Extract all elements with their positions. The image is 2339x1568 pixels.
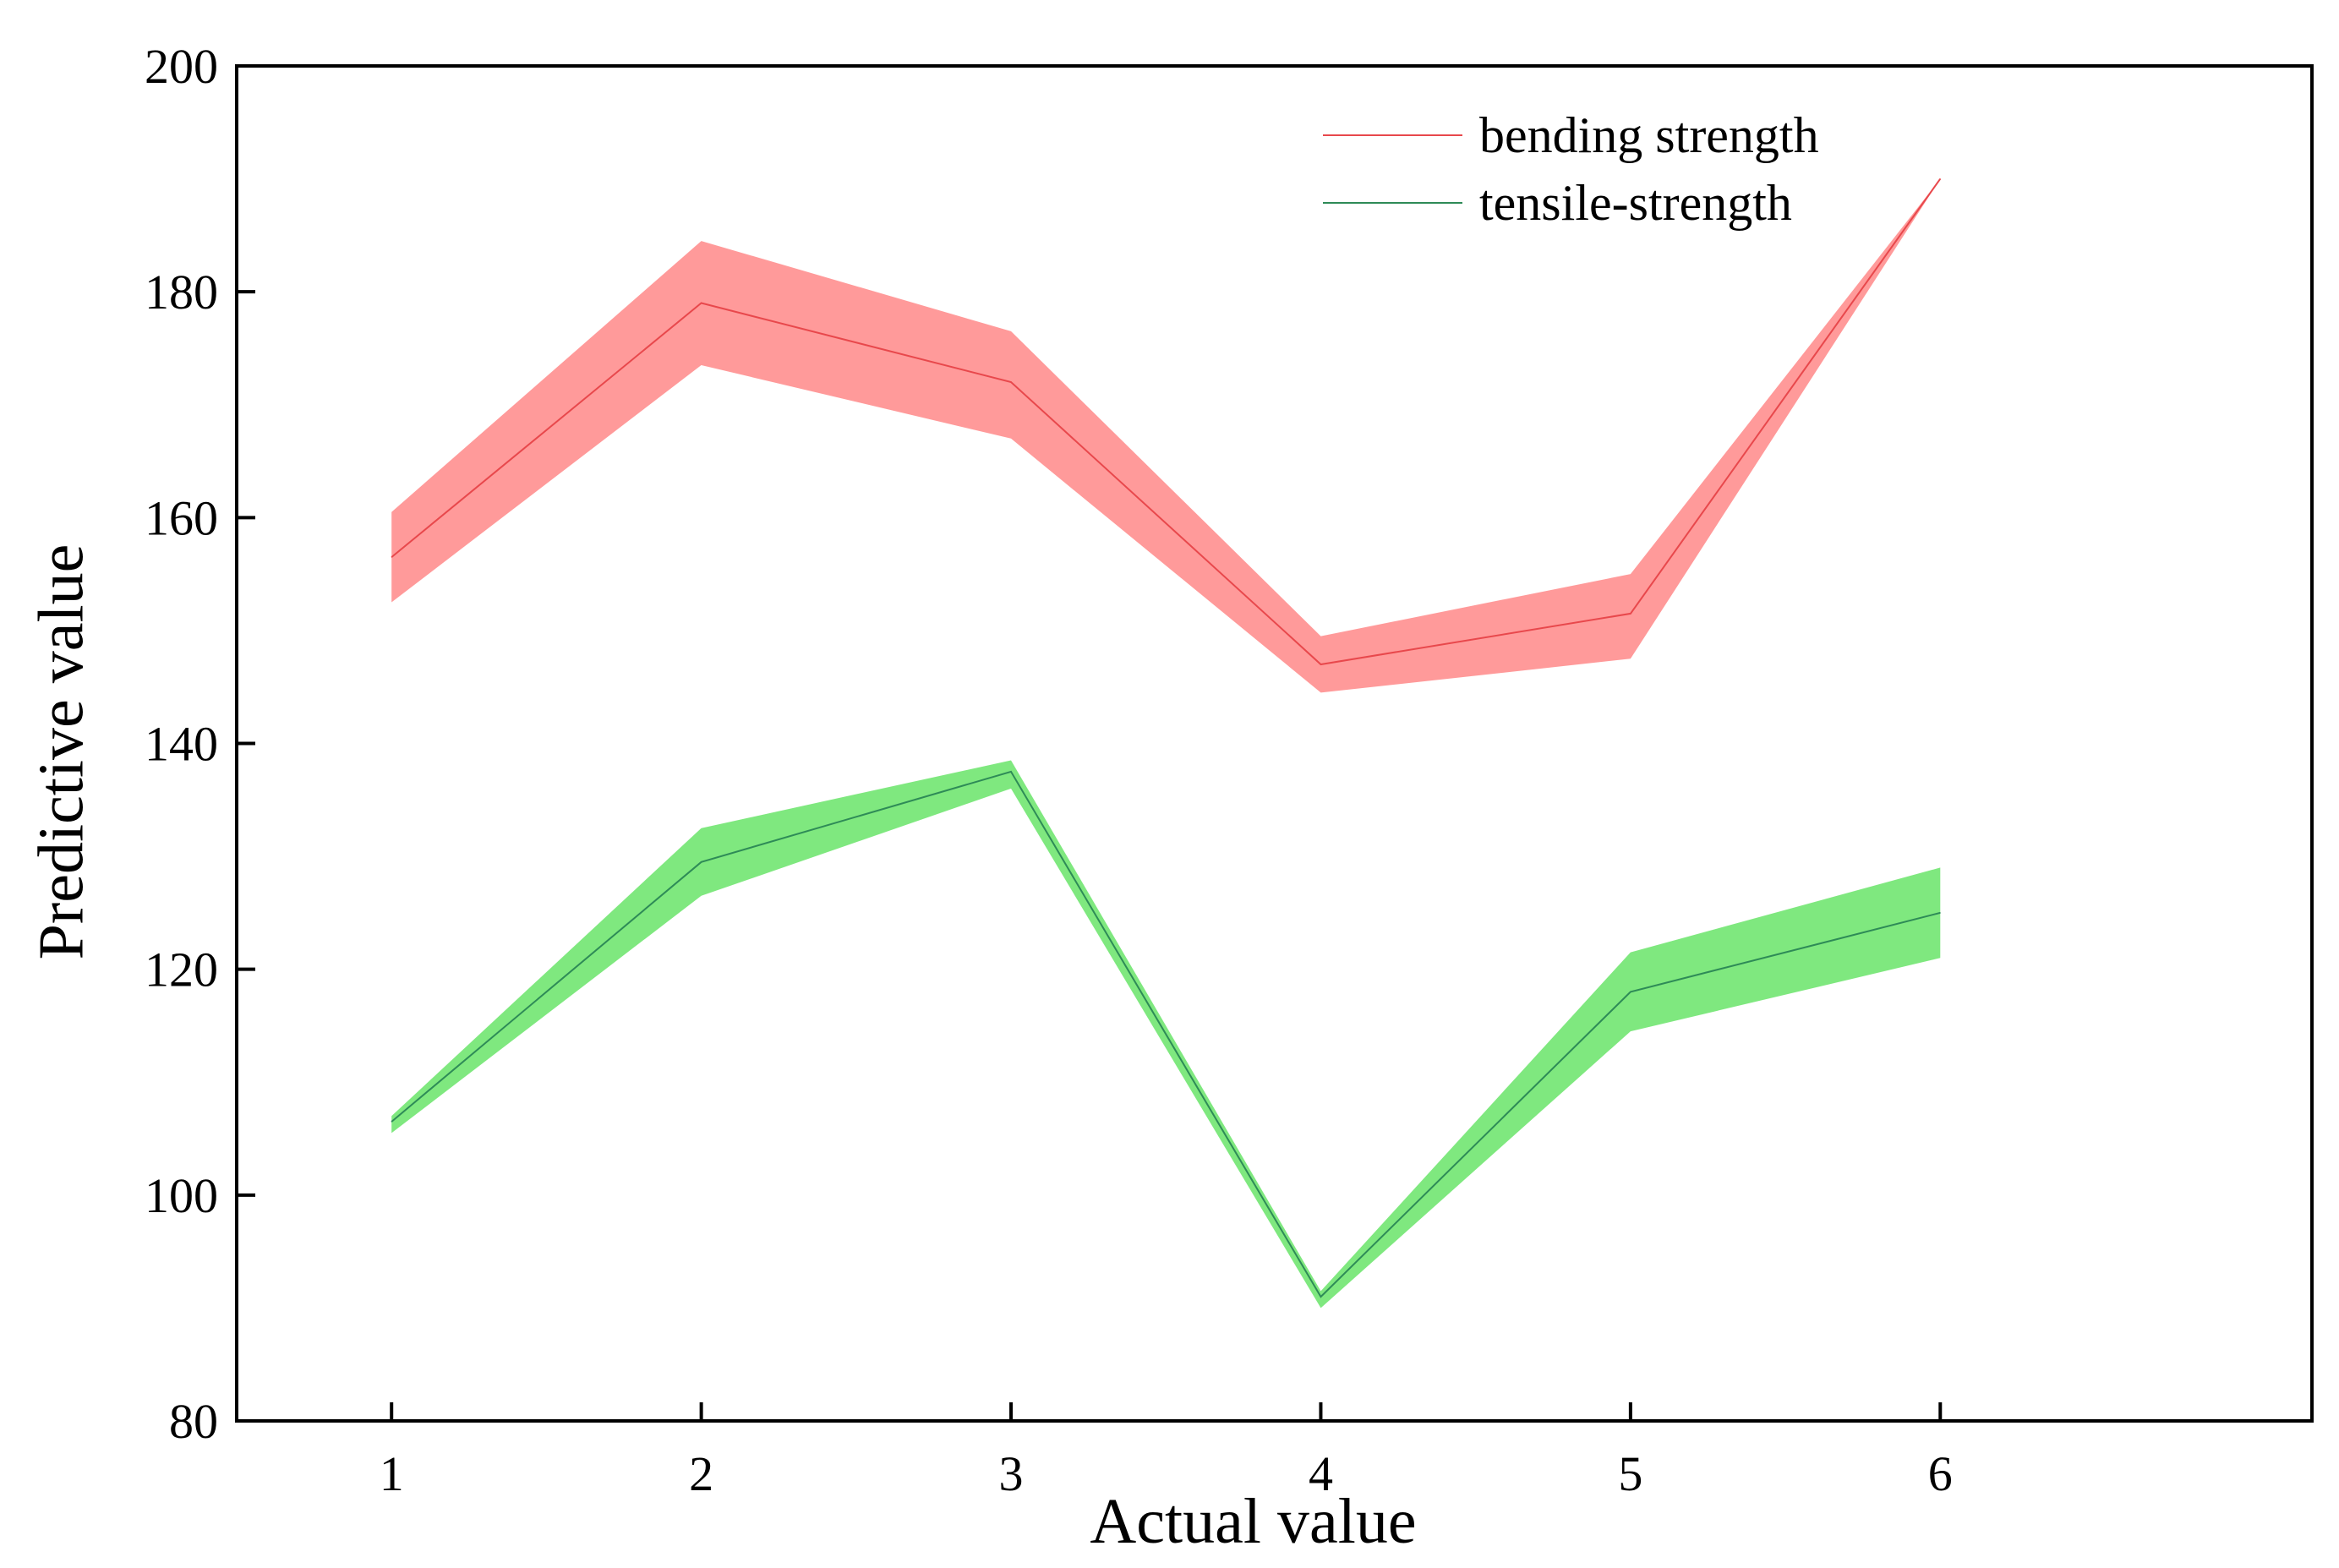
confidence-bands xyxy=(391,178,1941,1308)
x-axis-title: Actual value xyxy=(1090,1486,1416,1557)
legend: bending strength tensile-strength xyxy=(1323,107,1819,231)
point-tensile-strength-2 xyxy=(701,861,702,863)
y-axis-ticks: 80 100 120 140 160 180 200 xyxy=(145,39,255,1449)
x-tick-label-3: 3 xyxy=(999,1446,1024,1501)
x-tick-label-2: 2 xyxy=(689,1446,713,1501)
y-tick-label-100: 100 xyxy=(145,1168,218,1223)
legend-label-tensile-strength: tensile-strength xyxy=(1479,175,1792,231)
y-tick-label-160: 160 xyxy=(145,490,218,545)
band-bending-strength xyxy=(391,178,1941,693)
x-axis-ticks: 1 2 3 4 5 6 xyxy=(380,1402,1953,1501)
point-tensile-strength-3 xyxy=(1010,771,1012,773)
y-tick-label-200: 200 xyxy=(145,39,218,94)
legend-label-bending-strength: bending strength xyxy=(1479,107,1819,163)
y-tick-label-140: 140 xyxy=(145,717,218,772)
x-tick-label-1: 1 xyxy=(380,1446,404,1501)
y-tick-label-180: 180 xyxy=(145,265,218,320)
line-bending-strength xyxy=(391,178,1942,666)
point-tensile-strength-6 xyxy=(1939,912,1941,914)
point-tensile-strength-1 xyxy=(391,1121,392,1123)
point-bending-strength-6 xyxy=(1939,178,1941,180)
point-bending-strength-5 xyxy=(1630,613,1631,615)
x-tick-label-5: 5 xyxy=(1618,1446,1642,1501)
line-tensile-strength xyxy=(391,770,1941,1298)
y-axis-title: Predictive value xyxy=(25,544,96,960)
point-bending-strength-3 xyxy=(1010,381,1012,383)
point-bending-strength-1 xyxy=(391,556,392,558)
point-tensile-strength-4 xyxy=(1320,1296,1321,1298)
x-tick-label-6: 6 xyxy=(1928,1446,1953,1501)
plot-area: 1 2 3 4 5 6 80 100 120 140 160 180 200 xyxy=(145,39,2314,1501)
y-tick-label-80: 80 xyxy=(169,1394,218,1449)
y-tick-label-120: 120 xyxy=(145,942,218,997)
series-lines xyxy=(391,178,1942,1298)
x-tick-label-4: 4 xyxy=(1309,1446,1333,1501)
